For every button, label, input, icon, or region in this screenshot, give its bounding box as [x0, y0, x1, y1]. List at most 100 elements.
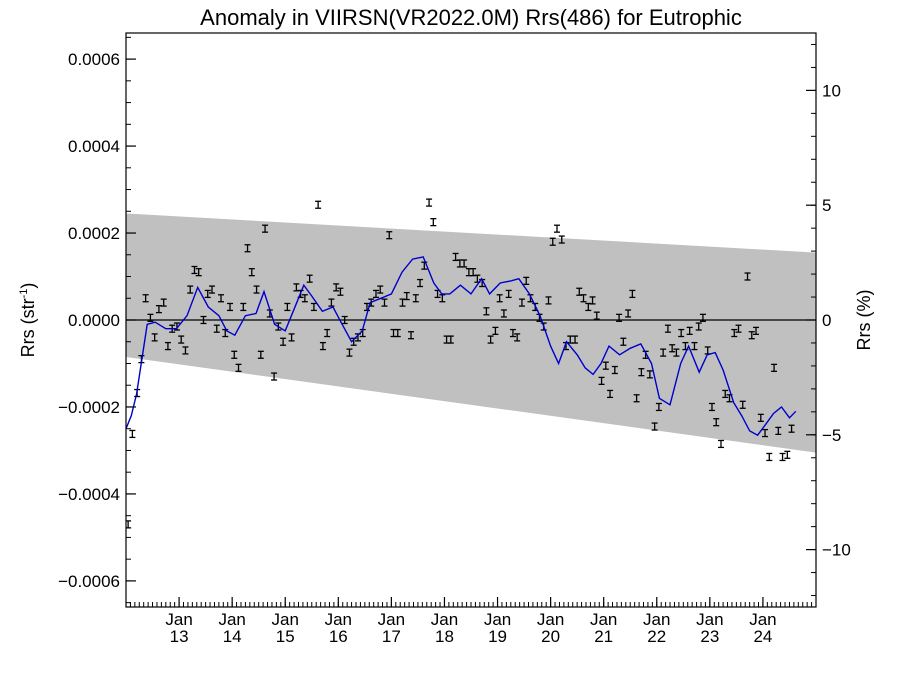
- data-point: [611, 365, 618, 375]
- x-tick-label-year: 13: [170, 627, 189, 646]
- y-axis-label-left-main: Rrs (str: [18, 298, 38, 357]
- chart-title: Anomaly in VIIRSN(VR2022.0M) Rrs(486) fo…: [200, 5, 742, 30]
- data-point: [164, 341, 171, 351]
- data-point: [496, 294, 503, 303]
- data-point: [147, 313, 154, 322]
- data-point: [757, 413, 764, 422]
- data-point: [426, 198, 433, 207]
- y-tick-label-left: 0.0002: [68, 224, 120, 243]
- data-point: [655, 402, 662, 412]
- data-point: [288, 333, 295, 342]
- data-point: [253, 285, 260, 294]
- data-point: [372, 289, 379, 299]
- data-point: [408, 331, 415, 340]
- data-point: [200, 315, 207, 325]
- y-axis-label-right: Rrs (%): [854, 290, 874, 351]
- data-point: [669, 344, 676, 353]
- x-tick-label-month: Jan: [590, 610, 617, 629]
- data-point: [328, 298, 335, 307]
- data-point: [660, 348, 667, 357]
- x-tick-label-month: Jan: [165, 610, 192, 629]
- data-point: [651, 422, 658, 431]
- x-tick-label-month: Jan: [537, 610, 564, 629]
- data-point: [691, 341, 698, 351]
- x-tick-label-month: Jan: [643, 610, 670, 629]
- data-point: [439, 294, 446, 303]
- x-tick-label-year: 23: [700, 627, 719, 646]
- data-point: [244, 244, 251, 253]
- y-tick-label-left: 0.0006: [68, 50, 120, 69]
- data-point: [646, 370, 653, 379]
- data-point: [549, 237, 556, 246]
- data-point: [598, 376, 605, 386]
- x-tick-label-year: 18: [435, 627, 454, 646]
- x-tick-label-year: 17: [382, 627, 401, 646]
- data-point: [333, 283, 340, 292]
- data-point: [187, 285, 194, 294]
- x-tick-label-month: Jan: [218, 610, 245, 629]
- data-point: [514, 333, 521, 342]
- plot-area: 0.0006 0.0004 0.0002 0.0000 −0.0002 −0.0004 −0…: [58, 32, 851, 646]
- data-point: [620, 337, 627, 346]
- y-tick-label-right: −5: [822, 426, 841, 445]
- data-point: [580, 294, 587, 303]
- data-point: [447, 335, 454, 344]
- data-point: [151, 333, 158, 342]
- data-point: [182, 346, 189, 355]
- data-point: [753, 326, 760, 336]
- data-point: [208, 285, 215, 294]
- data-point: [227, 302, 234, 312]
- data-point: [545, 296, 552, 305]
- y-axis-label-left: Rrs (str-1): [18, 283, 38, 358]
- data-point: [553, 224, 560, 233]
- x-tick-label-year: 20: [541, 627, 560, 646]
- data-point: [421, 261, 428, 270]
- data-point: [708, 402, 715, 412]
- y-tick-label-right: −10: [822, 541, 851, 560]
- data-point: [625, 309, 632, 318]
- data-point: [673, 348, 680, 357]
- data-point: [558, 235, 565, 244]
- data-point: [717, 439, 724, 449]
- data-point: [766, 452, 773, 462]
- data-point: [699, 313, 706, 322]
- data-point: [235, 363, 242, 372]
- data-point: [301, 294, 308, 303]
- smoothed-line: [126, 256, 797, 437]
- y-tick-label-left: −0.0002: [58, 398, 120, 417]
- data-point: [262, 224, 269, 233]
- data-point: [142, 294, 149, 303]
- x-tick-label-month: Jan: [431, 610, 458, 629]
- data-point: [218, 294, 225, 303]
- data-point: [509, 328, 516, 338]
- data-point: [664, 324, 671, 333]
- uncertainty-band: [126, 213, 816, 453]
- data-point: [713, 418, 720, 427]
- data-point: [394, 328, 401, 338]
- data-point: [381, 298, 388, 307]
- data-point: [589, 296, 596, 305]
- data-point: [191, 265, 198, 275]
- data-point: [310, 302, 317, 312]
- data-point: [403, 291, 410, 301]
- x-tick-label-year: 21: [594, 627, 613, 646]
- data-point: [178, 335, 185, 344]
- x-tick-label-year: 15: [276, 627, 295, 646]
- data-point: [638, 368, 645, 377]
- data-point: [257, 350, 264, 359]
- data-point: [678, 328, 685, 338]
- data-point: [735, 324, 742, 333]
- data-point: [500, 309, 507, 318]
- y-axis-label-left-close: ): [18, 283, 38, 289]
- data-point: [607, 389, 614, 399]
- data-point: [461, 259, 468, 268]
- data-point: [324, 328, 331, 338]
- y-tick-label-left: 0.0000: [68, 311, 120, 330]
- data-point: [430, 218, 437, 227]
- data-point: [306, 274, 313, 283]
- data-point: [315, 200, 322, 209]
- x-tick-label-month: Jan: [378, 610, 405, 629]
- data-point: [280, 337, 287, 346]
- data-point: [195, 268, 202, 277]
